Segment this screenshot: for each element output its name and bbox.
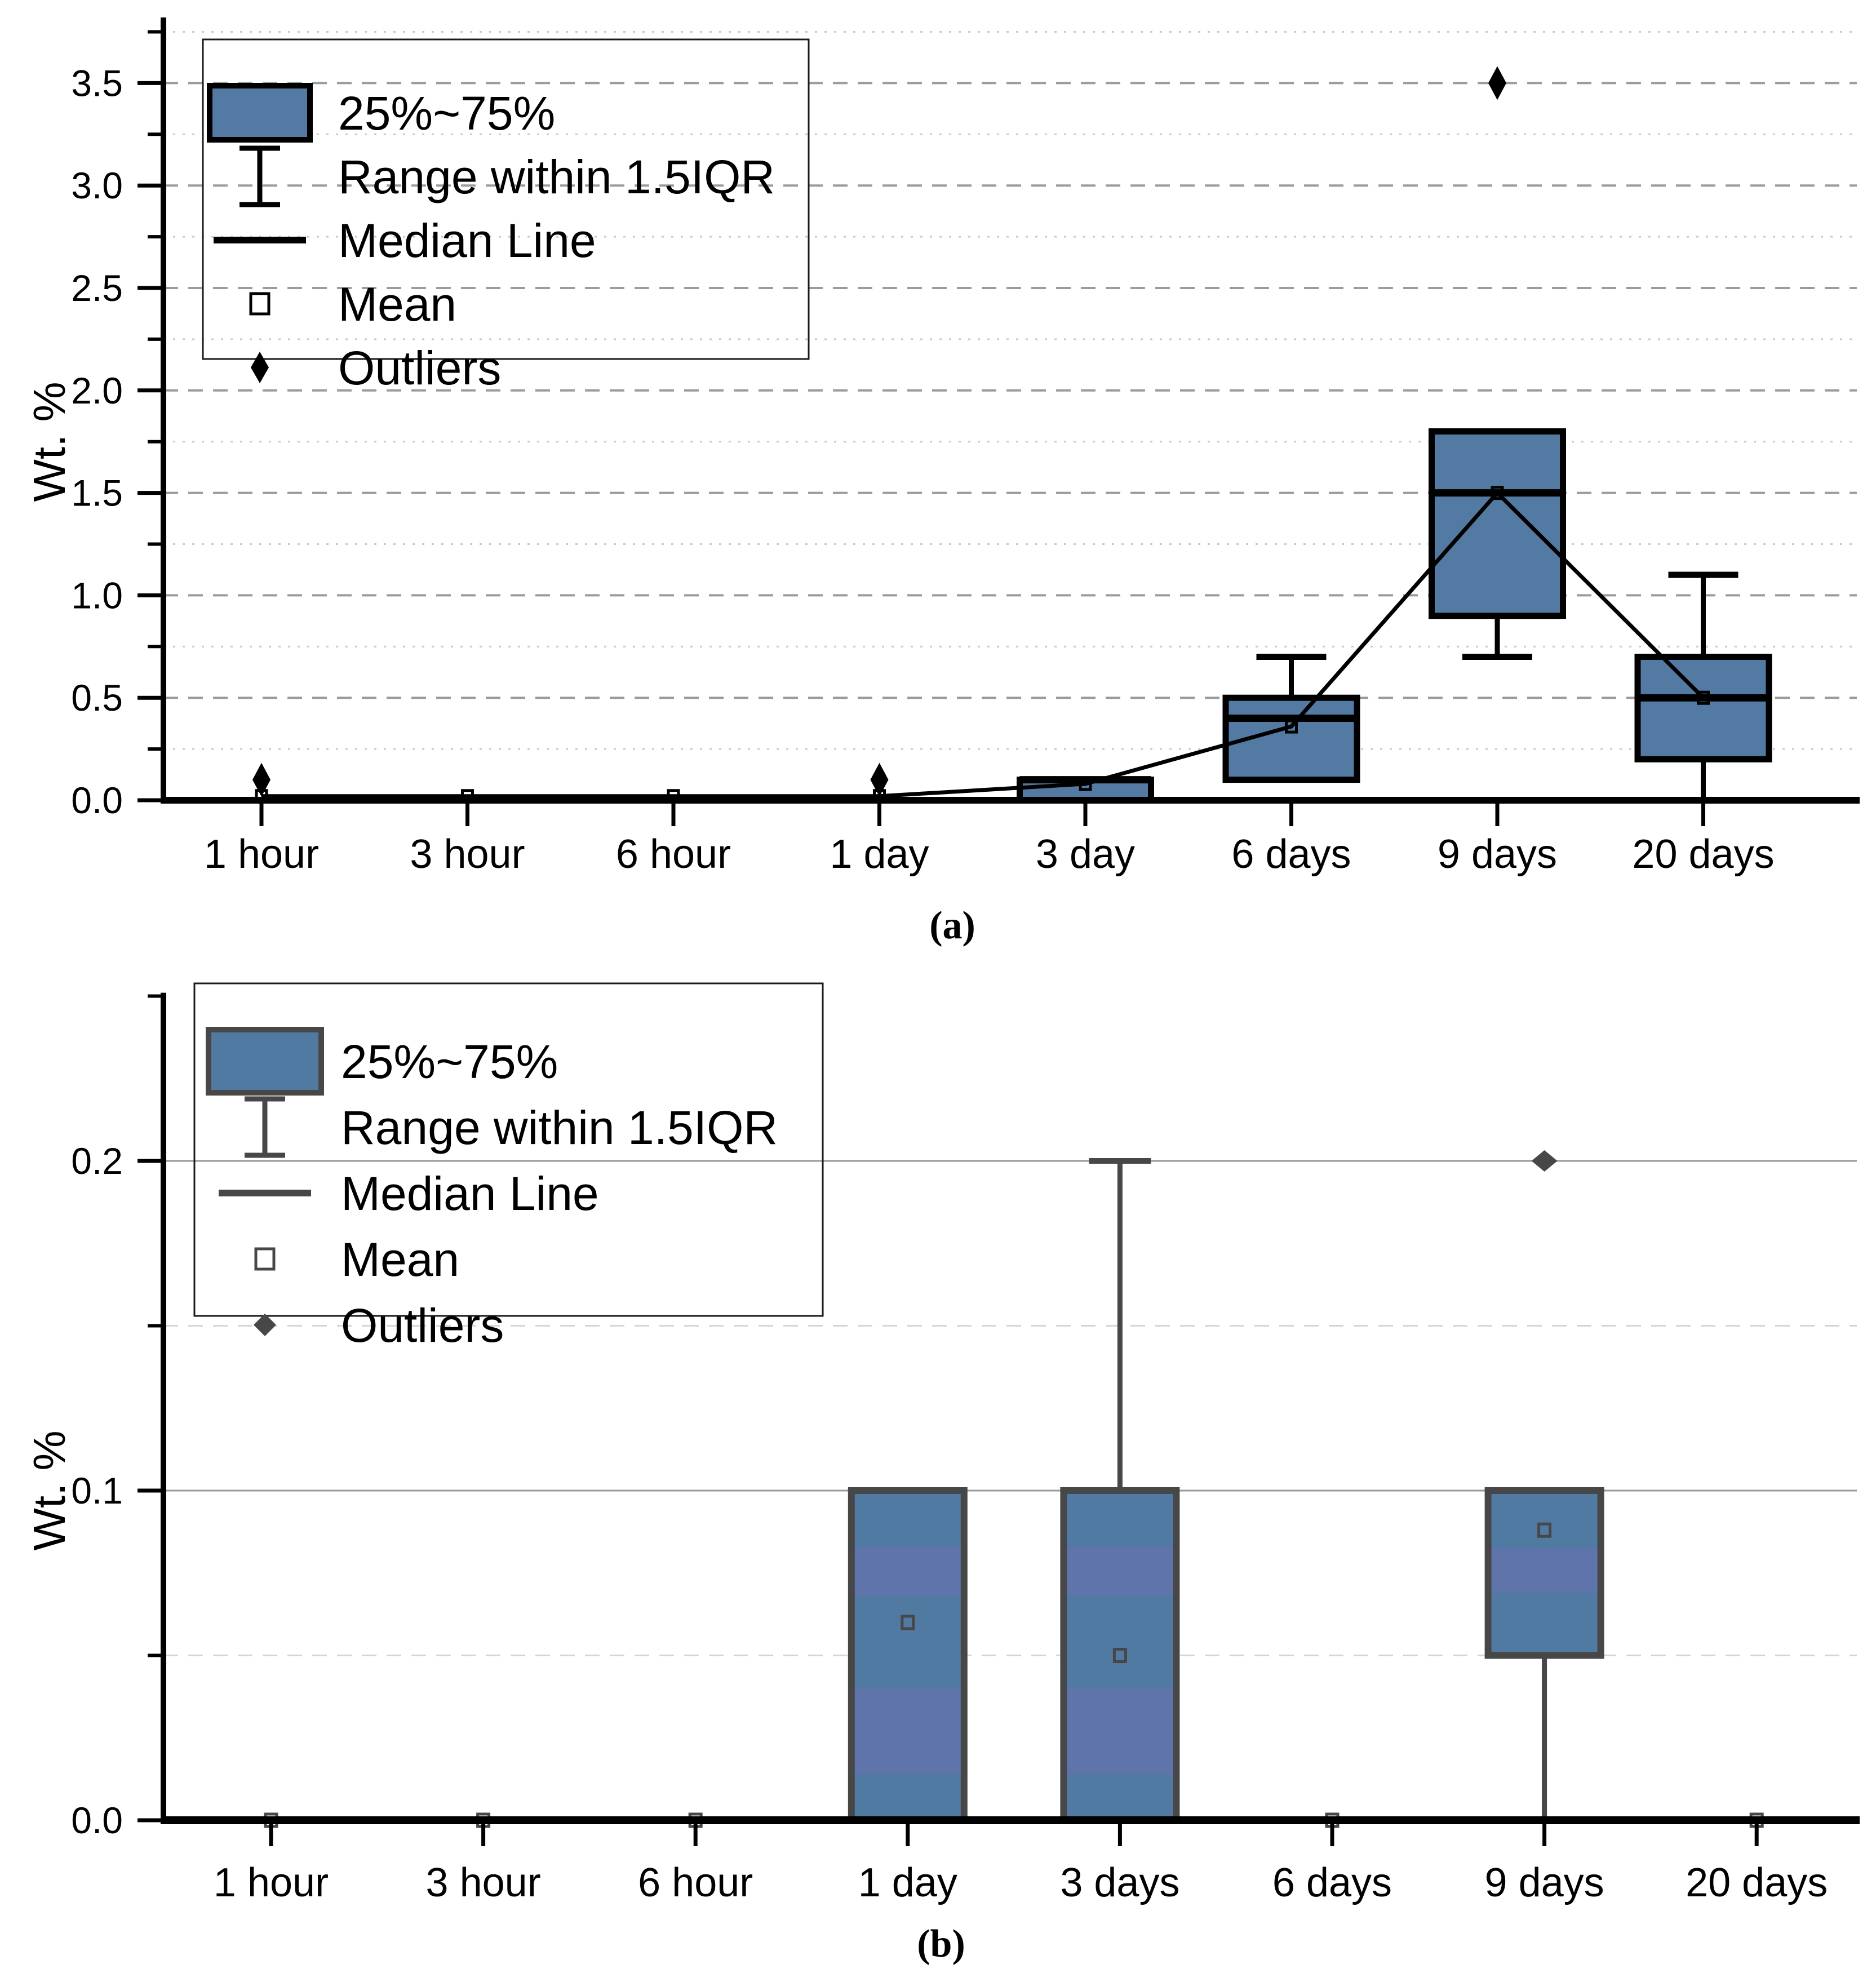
legend-entry-label: 25%~75%: [338, 87, 555, 140]
chart-a-y-axis-title: Wt. %: [24, 382, 74, 502]
legend-mean-square-icon: [249, 292, 270, 316]
mean-square-icon: [901, 1615, 915, 1630]
y-tick-label: 0.5: [71, 677, 123, 719]
legend-row: 25%~75%: [207, 83, 555, 143]
x-category-label: 1 day: [830, 832, 929, 877]
x-category-label: 6 hour: [616, 832, 731, 877]
legend-row: Range within 1.5IQR: [245, 1096, 778, 1158]
x-category-label: 1 day: [858, 1860, 957, 1905]
x-category-label: 1 hour: [204, 832, 319, 877]
legend-entry-label: Outliers: [338, 342, 501, 394]
legend-row: Median Line: [214, 214, 596, 267]
box-group-9-days: [1484, 1487, 1604, 1823]
legend-row: Mean: [254, 1233, 459, 1286]
y-tick-label: 0.0: [71, 779, 123, 821]
legend-outlier-diamond-icon: [251, 352, 269, 383]
x-category-label: 9 days: [1485, 1860, 1604, 1905]
axis-labels: 0.0 0.5 1.0 1.5 2.0 2.5 3.0 3.5 1 hour 3 hour 6 ho…: [71, 62, 1774, 877]
box-group-3-days: [1060, 1158, 1180, 1824]
legend-entry-label: Mean: [338, 278, 456, 331]
y-tick-label: 3.0: [71, 165, 123, 206]
x-category-label: 9 days: [1438, 832, 1557, 877]
x-category-label: 3 day: [1036, 832, 1135, 877]
y-tick-label: 2.5: [71, 267, 123, 309]
y-tick-label: 1.5: [71, 472, 123, 514]
gridlines: [163, 31, 1857, 750]
x-category-label: 3 hour: [426, 1860, 541, 1905]
x-category-label: 3 days: [1060, 1860, 1179, 1905]
mean-square-icon: [1697, 690, 1710, 705]
y-tick-label: 2.0: [71, 370, 123, 411]
iqr-box: [1429, 428, 1566, 619]
x-category-label: 1 hour: [214, 1860, 329, 1905]
x-category-label: 6 days: [1231, 832, 1351, 877]
outlier-diamond-icon: [1531, 1150, 1558, 1172]
chart-b-wt-percent-boxplot: 0.0 0.1 0.2 1 hour 3 hour 6 hour 1 day 3 days 6 …: [71, 982, 1860, 1905]
y-tick-label: 0.0: [71, 1799, 123, 1841]
x-category-label: 6 hour: [638, 1860, 753, 1905]
legend: 25%~75% Range within 1.5IQR Median Line Mea…: [193, 982, 824, 1352]
mean-square-icon: [1537, 1522, 1552, 1538]
legend-row: Outliers: [251, 342, 501, 394]
box-group-20-days: [1634, 571, 1772, 804]
mean-square-icon: [1112, 1648, 1127, 1663]
y-tick-label: 3.5: [71, 62, 123, 104]
mean-square-icon: [1079, 777, 1092, 791]
legend-entry-label: Range within 1.5IQR: [341, 1101, 778, 1154]
box-series: [1017, 428, 1772, 804]
box-group-9-days: [1429, 428, 1566, 660]
legend-entry-label: Median Line: [341, 1167, 599, 1220]
caption-b: (b): [917, 1922, 965, 1966]
legend-box-swatch-icon: [207, 83, 313, 143]
x-category-label: 6 days: [1272, 1860, 1392, 1905]
legend-mean-square-icon: [254, 1247, 276, 1271]
mean-square-icon: [1491, 486, 1504, 500]
axes: [138, 17, 1860, 826]
legend-row: 25%~75%: [206, 1027, 558, 1096]
legend-row: Mean: [249, 278, 456, 331]
legend-entry-label: Outliers: [341, 1299, 504, 1352]
box-group-1-day: [848, 1487, 968, 1824]
gridlines: [163, 1160, 1857, 1656]
iqr-box: [848, 1487, 968, 1824]
mean-connecting-line: [261, 490, 1705, 799]
caption-a: (a): [929, 904, 975, 947]
x-category-label: 3 hour: [410, 832, 525, 877]
iqr-box: [1060, 1487, 1180, 1824]
iqr-box: [1484, 1487, 1604, 1659]
outlier-diamond-icon: [1488, 66, 1506, 100]
legend-row: Outliers: [254, 1299, 504, 1352]
legend-entry-label: Range within 1.5IQR: [338, 150, 775, 203]
y-tick-label: 0.1: [71, 1470, 123, 1511]
iqr-box: [1634, 653, 1772, 762]
chart-b-y-axis-title: Wt. %: [24, 1430, 74, 1551]
chart-a-wt-percent-boxplot: 0.0 0.5 1.0 1.5 2.0 2.5 3.0 3.5 1 hour 3 hour 6 ho…: [71, 17, 1860, 877]
x-category-label: 20 days: [1632, 832, 1774, 877]
legend-box: [193, 982, 824, 1317]
axes: [138, 992, 1860, 1846]
legend-outlier-diamond-icon: [254, 1314, 276, 1336]
axis-labels: 0.0 0.1 0.2 1 hour 3 hour 6 hour 1 day 3 days 6 …: [71, 1140, 1828, 1905]
legend-box: [202, 38, 810, 360]
outlier-diamond-icon: [870, 762, 889, 797]
outlier-diamond-icon: [252, 762, 270, 797]
legend-row: Median Line: [219, 1167, 599, 1220]
markers: [252, 66, 1710, 804]
mean-square-icon: [1285, 719, 1298, 734]
legend-entry-label: 25%~75%: [341, 1035, 558, 1088]
legend-entry-label: Mean: [341, 1233, 459, 1286]
legend: 25%~75% Range within 1.5IQR Median Line Mea…: [202, 38, 810, 394]
x-category-label: 20 days: [1686, 1860, 1828, 1905]
y-tick-label: 1.0: [71, 574, 123, 616]
legend-row: Range within 1.5IQR: [240, 145, 775, 207]
legend-box-swatch-icon: [206, 1027, 324, 1096]
legend-entry-label: Median Line: [338, 214, 596, 267]
y-tick-label: 0.2: [71, 1140, 123, 1182]
